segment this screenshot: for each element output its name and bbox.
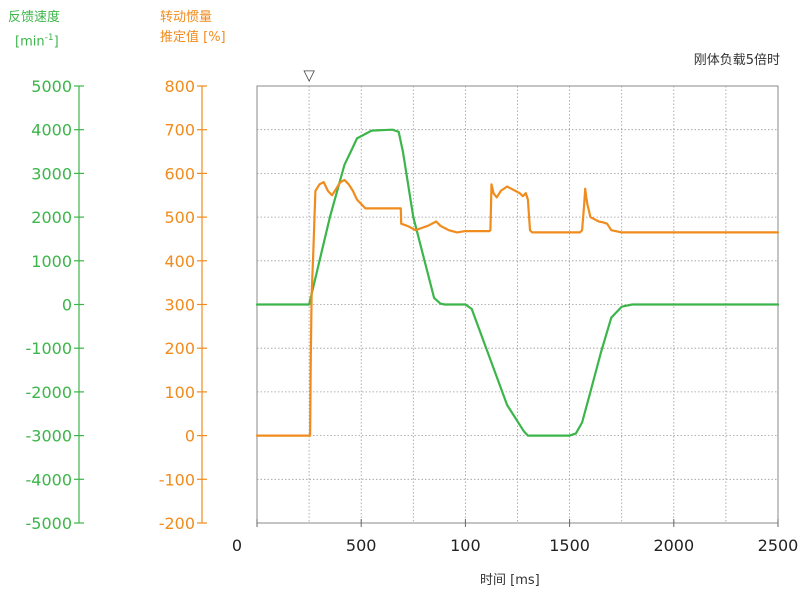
x-tick-label: 2500 [758,536,799,555]
x-tick-label: 1500 [549,536,590,555]
inertia-tick-label: 0 [185,427,195,446]
speed-axis: 5000 4000 3000 2000 1000 0 -1000 -2000 -3000 -400… [26,77,85,533]
inertia-axis-unit: 推定值 [%] [160,29,226,47]
speed-unit-superscript: -1 [45,33,54,43]
inertia-tick-label: 300 [164,296,195,315]
speed-unit-close: ] [54,34,59,49]
x-tick-label: 2000 [653,536,694,555]
speed-tick-label: -1000 [26,339,73,358]
x-axis-title: 时间 [ms] [480,572,540,590]
inertia-tick-label: 200 [164,339,195,358]
speed-tick-labels: 5000 4000 3000 2000 1000 0 -1000 -2000 -3000 -400… [26,77,85,533]
plot-area: 0 500 100 1500 2000 2500 [232,86,798,555]
inertia-tick-label: -100 [159,470,195,489]
condition-note: 刚体负载5倍时 [694,52,780,70]
speed-tick-label: 2000 [31,208,72,227]
inertia-tick-label: -200 [159,514,195,533]
inertia-tick-label: 800 [164,77,195,96]
speed-tick-label: -2000 [26,383,73,402]
inertia-axis: 800 700 600 500 400 300 200 100 0 -100 -200 [159,77,207,533]
inertia-tick-label: 100 [164,383,195,402]
inertia-tick-label: 500 [164,208,195,227]
speed-unit-text: [min [15,34,45,49]
marker-triangle: ▽ [303,66,315,84]
x-tick-label: 0 [232,536,242,555]
speed-tick-label: 5000 [31,77,72,96]
inertia-tick-labels: 800 700 600 500 400 300 200 100 0 -100 -200 [159,77,207,533]
inertia-tick-label: 400 [164,252,195,271]
x-tick-label: 500 [346,536,377,555]
speed-tick-label: 0 [62,296,72,315]
speed-axis-unit: [min-1] [15,29,59,51]
x-tick-label: 100 [450,536,481,555]
speed-tick-label: 4000 [31,121,72,140]
speed-tick-label: -3000 [26,427,73,446]
speed-tick-label: 3000 [31,164,72,183]
inertia-axis-title: 转动惯量 [160,9,212,27]
speed-axis-title: 反馈速度 [8,9,60,27]
inertia-tick-label: 700 [164,121,195,140]
speed-tick-label: -4000 [26,470,73,489]
inertia-tick-label: 600 [164,164,195,183]
x-ticks: 0 500 100 1500 2000 2500 [232,519,798,555]
speed-tick-label: 1000 [31,252,72,271]
speed-tick-label: -5000 [26,514,73,533]
